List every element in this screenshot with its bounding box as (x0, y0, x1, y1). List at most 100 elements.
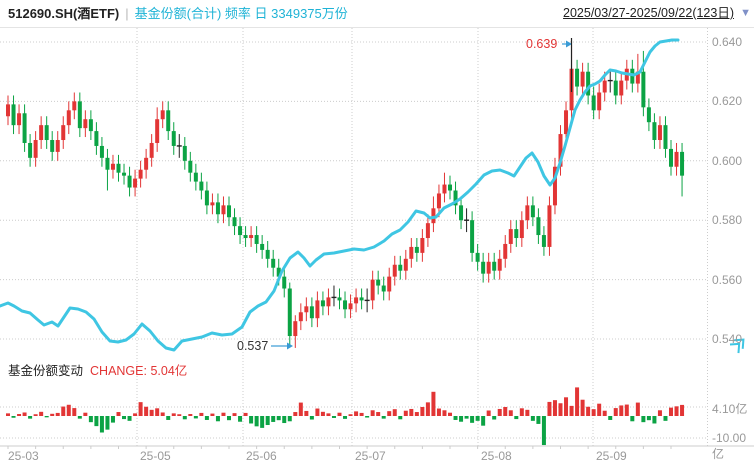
flow-bar (11, 416, 16, 418)
date-range-selector[interactable]: 2025/03/27-2025/09/22(123日) (563, 6, 734, 20)
candle (370, 279, 375, 301)
candle (133, 178, 138, 188)
candle (221, 205, 226, 215)
flow-bar (530, 416, 535, 421)
candle (122, 172, 127, 176)
time-axis-label: 25-08 (481, 449, 512, 463)
candle (613, 80, 618, 96)
flow-bar (459, 416, 464, 422)
flow-bar (552, 400, 557, 416)
flow-bar (28, 416, 33, 419)
candle (105, 157, 110, 170)
candle (619, 80, 624, 96)
candle (204, 190, 209, 206)
candle (50, 140, 55, 152)
candle (425, 223, 430, 239)
flow-bar (238, 416, 243, 422)
flow-bar (541, 416, 546, 446)
annotation-low-price: 0.537 (237, 339, 269, 353)
flow-bar (376, 412, 381, 416)
candle (409, 246, 414, 259)
flow-bar (66, 404, 71, 416)
header: 512690.SH(酒ETF) | 基金份额(合计) 频率 日 3349375万份 … (0, 0, 754, 28)
candle (276, 267, 281, 277)
dropdown-arrow-icon[interactable]: ▼ (740, 7, 751, 19)
candle (6, 104, 10, 117)
candle (448, 184, 452, 191)
flow-bar (630, 416, 635, 422)
flow-bar (414, 412, 419, 416)
flow-bar (61, 406, 66, 416)
flow-bar (6, 413, 10, 416)
flow-bar (127, 416, 132, 421)
flow-bar (680, 404, 685, 416)
flow-bar (558, 403, 563, 416)
candle (459, 205, 464, 221)
flow-bar (331, 416, 336, 418)
flow-bar (359, 412, 364, 416)
time-axis-label: 25-09 (596, 449, 627, 463)
candle (260, 243, 265, 250)
candle (591, 95, 596, 111)
flow-bar (39, 411, 44, 416)
candle (674, 151, 679, 167)
candle (232, 217, 237, 227)
flow-bar (624, 404, 629, 416)
candle (116, 163, 121, 173)
flow-bar (619, 405, 624, 416)
flow-bar (475, 416, 480, 421)
candle (160, 110, 165, 120)
flow-bar (166, 416, 171, 420)
flow-bar (635, 402, 640, 416)
candle (188, 160, 193, 173)
candle (514, 229, 519, 239)
candle (282, 276, 287, 289)
flow-bar (17, 414, 22, 416)
candle (552, 166, 557, 206)
flow-bar (260, 416, 265, 428)
candle (530, 205, 535, 218)
flow-bar (320, 411, 325, 416)
high-arrow-head (566, 40, 572, 48)
candle (392, 264, 397, 277)
flow-bar (652, 416, 657, 424)
flow-bar (392, 409, 397, 416)
flow-axis-label: 4.10亿 (712, 401, 748, 416)
flow-bar (210, 413, 215, 416)
annotation-high-price: 0.639 (526, 37, 558, 51)
flow-bar (387, 411, 392, 416)
flow-bar (188, 414, 193, 416)
expand-icon[interactable] (729, 335, 748, 354)
candle (11, 104, 16, 126)
candle (127, 175, 132, 188)
candle (635, 71, 640, 84)
flow-bar (22, 412, 27, 416)
candle (564, 110, 569, 135)
flow-bar (271, 416, 276, 422)
candle (492, 261, 497, 271)
flow-bar (33, 414, 38, 416)
candle (442, 184, 447, 194)
flow-bar (354, 411, 359, 416)
candle (22, 113, 27, 143)
candle (354, 297, 359, 304)
flow-bar (155, 408, 160, 416)
flow-bar (72, 408, 77, 416)
candle (359, 297, 364, 301)
flow-bar (249, 416, 254, 424)
candle (343, 300, 348, 310)
flow-bar (381, 416, 386, 419)
candle (254, 235, 259, 244)
candle (387, 276, 392, 292)
flow-bar (569, 405, 574, 416)
flow-bar (403, 410, 408, 416)
time-axis-label: 25-03 (8, 449, 39, 463)
flow-bar (425, 402, 430, 416)
flow-bar (470, 416, 475, 423)
candle (403, 258, 408, 271)
flow-bar (497, 408, 502, 416)
price-axis-label: 0.640 (712, 35, 743, 49)
candle (497, 258, 502, 271)
flow-bar (232, 413, 237, 416)
